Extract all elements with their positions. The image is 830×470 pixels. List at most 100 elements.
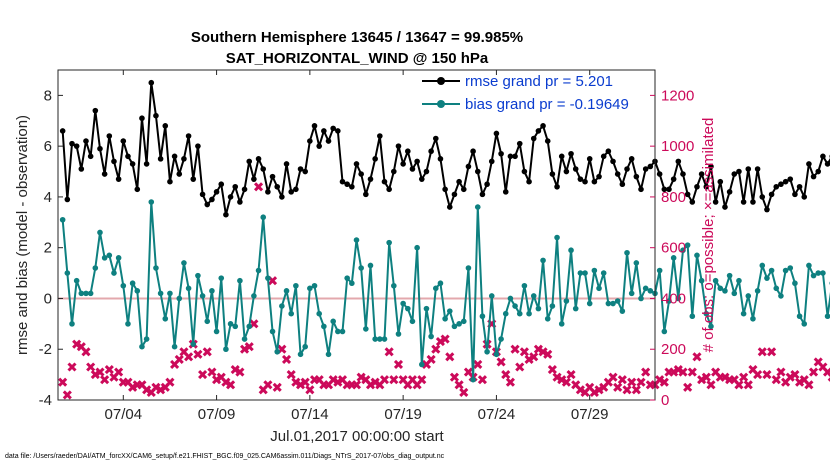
obs-marker-stroke-b — [636, 377, 646, 387]
bias-point — [586, 300, 593, 307]
bias-point — [624, 249, 630, 256]
rmse-point — [246, 158, 253, 165]
obs-marker-stroke-b — [184, 352, 194, 362]
rmse-point — [521, 168, 528, 175]
obs-count-marker — [538, 347, 548, 357]
obs-count-marker — [356, 372, 366, 382]
obs-count-marker — [212, 375, 222, 385]
obs-marker-stroke-b — [538, 347, 548, 357]
obs-count-marker — [701, 372, 711, 382]
obs-marker-stroke-b — [193, 349, 203, 359]
rmse-point — [260, 166, 267, 172]
rmse-point — [101, 171, 108, 177]
bias-point — [92, 265, 99, 271]
bias-point — [451, 323, 458, 330]
obs-marker-stroke-b — [510, 344, 520, 354]
rmse-point — [792, 191, 798, 198]
obs-count-marker — [426, 354, 436, 364]
bias-point — [614, 298, 621, 304]
bias-point — [171, 343, 178, 350]
obs-marker-stroke-b — [655, 375, 665, 385]
legend-label-rmse: rmse grand pr = 5.201 — [465, 73, 613, 90]
rmse-point — [549, 171, 556, 177]
rmse-point — [330, 125, 336, 132]
rmse-point — [307, 138, 313, 144]
rmse-point — [446, 204, 453, 210]
obs-count-marker — [519, 347, 529, 357]
obs-marker-stroke-b — [100, 375, 110, 385]
rmse-point — [722, 204, 728, 210]
obs-marker-stroke-b — [743, 380, 753, 390]
obs-marker-stroke-b — [762, 370, 772, 380]
obs-marker-stroke-b — [533, 344, 543, 354]
rmse-point — [353, 161, 360, 167]
rmse-point — [726, 189, 733, 195]
obs-count-marker — [351, 380, 362, 390]
bias-point — [507, 295, 514, 302]
obs-count-marker — [533, 344, 543, 354]
obs-count-marker — [449, 372, 460, 382]
rmse-point — [605, 148, 612, 155]
rmse-point — [274, 183, 281, 190]
rmse-point — [745, 166, 752, 172]
rmse-point — [806, 161, 812, 167]
bias-point — [73, 277, 80, 284]
rmse-point — [642, 166, 649, 172]
bias-point — [251, 293, 257, 299]
bias-point — [484, 348, 490, 355]
rmse-point — [120, 138, 127, 144]
rmse-point — [241, 186, 248, 193]
obs-count-marker — [790, 370, 800, 380]
bias-point — [521, 282, 528, 289]
rmse-point — [190, 176, 197, 182]
obs-marker-stroke-b — [818, 362, 828, 372]
bias-point — [269, 328, 276, 335]
bias-point — [591, 267, 598, 274]
bias-point — [241, 336, 248, 342]
obs-marker-stroke-b — [552, 372, 562, 382]
obs-marker-stroke-b — [678, 367, 688, 377]
bias-point — [162, 315, 169, 322]
bias-point — [167, 290, 173, 297]
obs-marker-stroke-b — [226, 380, 236, 390]
obs-marker-stroke-b — [240, 344, 250, 354]
bias-point — [582, 270, 588, 276]
obs-count-marker — [263, 380, 273, 390]
rmse-point — [400, 161, 406, 167]
bias-point — [78, 290, 85, 297]
obs-marker-stroke-b — [300, 377, 310, 387]
bias-point — [288, 310, 295, 317]
obs-count-marker — [193, 349, 203, 359]
obs-marker-stroke-b — [337, 375, 348, 385]
y-right-tick-label: 1000 — [661, 138, 694, 155]
rmse-point — [92, 107, 99, 114]
rmse-point — [325, 138, 332, 144]
y-tick-label: 2 — [44, 240, 52, 257]
rmse-point — [349, 183, 355, 190]
obs-marker-stroke-b — [771, 375, 781, 385]
obs-count-marker — [767, 347, 777, 357]
obs-marker-stroke-b — [543, 349, 553, 359]
obs-count-marker — [809, 367, 819, 377]
rmse-point — [675, 158, 682, 165]
bias-point — [218, 275, 225, 281]
bias-point — [246, 323, 253, 330]
rmse-point — [600, 153, 607, 160]
bias-point — [237, 277, 243, 284]
bias-point — [199, 293, 206, 299]
rmse-point — [736, 168, 742, 175]
bias-point — [279, 303, 285, 309]
rmse-point — [619, 181, 626, 188]
bias-point — [400, 300, 406, 307]
rmse-point — [302, 168, 308, 175]
rmse-point — [801, 194, 808, 200]
rmse-point — [414, 158, 420, 165]
rmse-point — [237, 199, 243, 205]
obs-marker-stroke-b — [151, 382, 161, 392]
obs-count-marker — [589, 387, 599, 397]
rmse-point — [684, 191, 691, 198]
bias-point — [460, 318, 467, 325]
obs-marker-stroke-b — [393, 359, 404, 370]
bias-point — [619, 308, 626, 314]
bias-point — [134, 288, 141, 294]
